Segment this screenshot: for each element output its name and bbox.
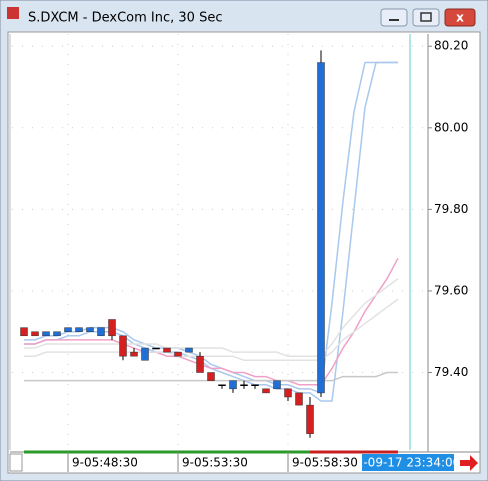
candle-body [75, 327, 83, 332]
y-tick-label: 79.60 [434, 283, 468, 297]
candle-body [97, 327, 105, 337]
candle-body [284, 388, 292, 398]
maximize-icon [420, 12, 432, 22]
moving-average-line [24, 257, 399, 386]
candle-body [31, 331, 39, 337]
y-tick-label: 80.20 [434, 39, 468, 53]
candle-body [207, 372, 215, 381]
candle-body [240, 384, 248, 386]
scroll-arrow[interactable] [460, 455, 478, 471]
candle-body [196, 355, 204, 373]
close-icon: x [456, 11, 464, 25]
close-button[interactable] [444, 8, 476, 27]
cursor-label: 2-09-17 23:34:00 [356, 456, 461, 470]
candle-body [152, 347, 160, 350]
x-tick-label: 9-05:48:30 [72, 456, 138, 470]
candle-body [20, 327, 28, 337]
candle-body [185, 347, 193, 353]
x-tick-label: 9-05:58:30 [292, 456, 358, 470]
y-tick-label: 79.40 [434, 365, 468, 379]
y-tick-label: 80.00 [434, 120, 468, 134]
candle-body [295, 392, 303, 406]
candle-body [130, 351, 138, 357]
candle-body [53, 331, 61, 337]
candle-body [64, 327, 72, 332]
maximize-button[interactable] [412, 8, 440, 27]
candle-body [42, 331, 50, 337]
candle-body [251, 384, 259, 386]
candle-body [229, 380, 237, 390]
candle-body [163, 347, 171, 353]
candle-body [262, 388, 270, 394]
candle-body [141, 347, 149, 361]
cursor-label-box [362, 454, 454, 471]
candle-body [306, 404, 314, 434]
moving-average-line [24, 298, 399, 362]
minimize-button[interactable] [380, 8, 408, 27]
window-title: S.DXCM - DexCom Inc, 30 Sec [28, 11, 222, 26]
y-tick-label: 79.80 [434, 202, 468, 216]
candle-body [317, 62, 325, 394]
app-icon [7, 7, 19, 19]
chart-area [7, 31, 481, 474]
candle-body [218, 384, 226, 386]
corner-box[interactable] [9, 453, 23, 472]
candle-body [86, 327, 94, 332]
candle-body [273, 380, 281, 390]
candle-body [108, 319, 116, 337]
candle-body [174, 351, 182, 357]
candle-body [119, 335, 127, 357]
moving-average-line [24, 278, 399, 357]
x-tick-label: 9-05:53:30 [182, 456, 248, 470]
